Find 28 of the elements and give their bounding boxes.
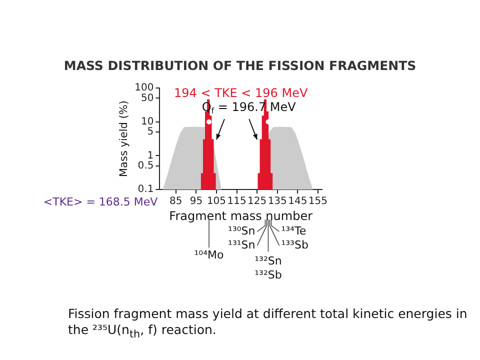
x-tick-label: 115 bbox=[227, 196, 246, 208]
y-tick-label: 0.5 bbox=[138, 160, 154, 172]
x-tick-label: 85 bbox=[170, 196, 182, 208]
text: Fission fragment mass yield at different total kinetic energies in the ²³⁵U(n$_{th}$, f) reaction. bbox=[68, 306, 468, 342]
text: ¹⁰⁴Mo bbox=[194, 248, 224, 262]
y-axis-title: Mass yield (%) bbox=[118, 100, 130, 178]
x-tick-label: 145 bbox=[288, 196, 308, 208]
y-tick-label: 0.1 bbox=[138, 184, 154, 196]
x-tick-label: 155 bbox=[308, 196, 328, 208]
series-label: 194 < TKE < 196 MeV bbox=[174, 86, 308, 100]
text: ¹³²Sb bbox=[254, 268, 282, 282]
text: ¹³⁴Te bbox=[281, 224, 306, 238]
y-tick-label: 50 bbox=[140, 92, 154, 104]
text: ¹³⁰Sn bbox=[228, 224, 256, 238]
y-tick-label: 1 bbox=[147, 150, 154, 162]
y-tick-label: 5 bbox=[147, 126, 154, 138]
x-tick-label: 95 bbox=[190, 196, 203, 208]
x-tick-label: 125 bbox=[248, 196, 267, 208]
text: ¹³²Sn bbox=[254, 254, 282, 268]
y-tick-label: 10 bbox=[140, 116, 154, 128]
y-tick-label: 100 bbox=[134, 82, 154, 94]
text: ¹³³Sb bbox=[281, 238, 308, 252]
series-label: <TKE> = 168.5 MeV bbox=[43, 195, 158, 208]
x-tick-label: 135 bbox=[268, 196, 287, 208]
x-axis-title: Fragment mass number bbox=[169, 208, 313, 223]
x-tick-label: 105 bbox=[206, 196, 226, 208]
text: ¹³¹Sn bbox=[228, 238, 256, 252]
chart-title: MASS DISTRIBUTION OF THE FISSION FRAGMENTS bbox=[62, 57, 418, 75]
